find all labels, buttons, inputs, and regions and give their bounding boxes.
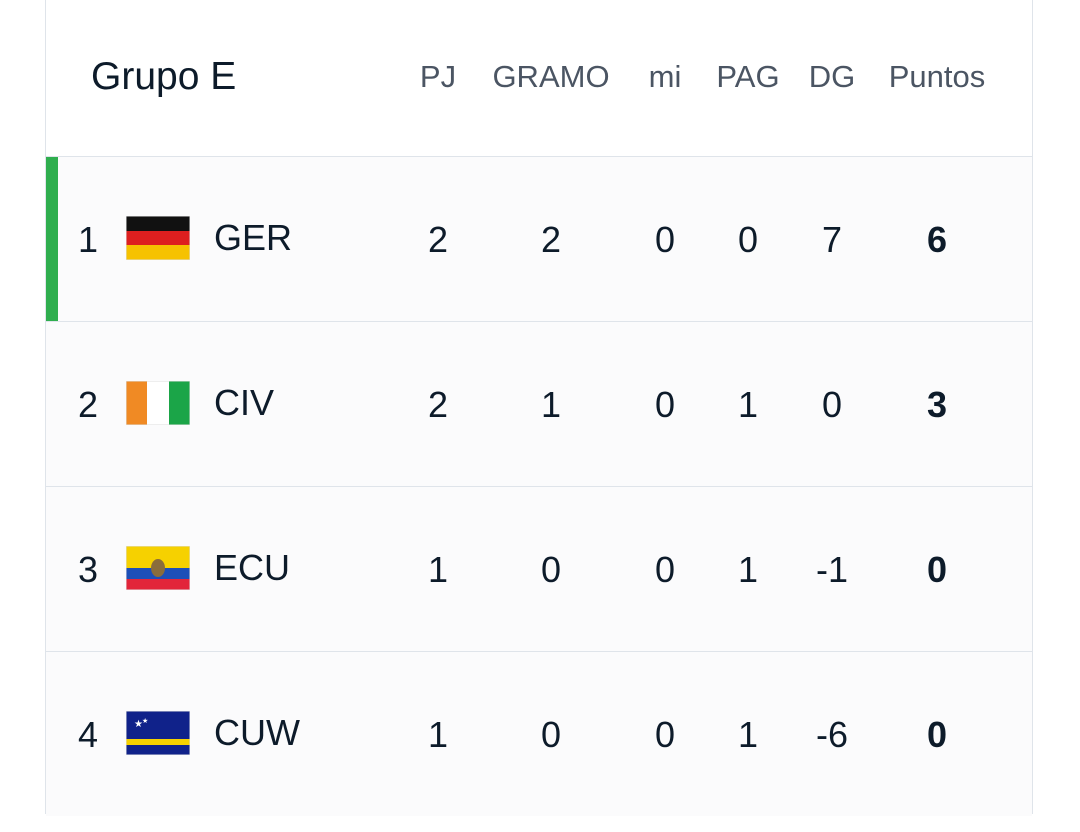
stat-cell: -1 — [815, 549, 849, 590]
team-code: CUW — [214, 712, 300, 753]
stat-cell: 1 — [737, 384, 759, 425]
table-row: 1 GER 2 2 0 0 7 6 — [46, 156, 1032, 321]
column-header: GRAMO — [492, 59, 610, 94]
stat-cell: 0 — [540, 549, 562, 590]
rank: 3 — [78, 549, 99, 590]
team-flag — [126, 546, 190, 590]
stat-cell: 1 — [737, 714, 759, 755]
stat-cell: 0 — [654, 549, 676, 590]
team-code: ECU — [214, 547, 291, 588]
stat-cell: 0 — [821, 384, 843, 425]
stat-cell: 1 — [427, 714, 449, 755]
rank: 2 — [78, 384, 99, 425]
points: 6 — [926, 219, 948, 260]
stat-cell: 2 — [427, 384, 449, 425]
column-header: PAG — [716, 59, 780, 94]
stat-cell: 1 — [540, 384, 562, 425]
table-row: 2 CIV 2 1 0 1 0 3 — [46, 321, 1032, 486]
points: 3 — [926, 384, 948, 425]
stat-cell: 1 — [427, 549, 449, 590]
team-flag: ★ ★ — [126, 711, 190, 755]
stat-cell: -6 — [815, 714, 849, 755]
stat-cell: 1 — [737, 549, 759, 590]
column-header: PJ — [419, 59, 457, 94]
points: 0 — [926, 714, 948, 755]
rank: 1 — [78, 219, 99, 260]
stat-cell: 0 — [654, 714, 676, 755]
team-flag — [126, 381, 190, 425]
stat-cell: 0 — [737, 219, 759, 260]
standings-card: Grupo E PJ GRAMO mi PAG DG Puntos 1 GER 2 2 0 0 7 6 2 C… — [45, 0, 1033, 816]
stat-cell: 0 — [540, 714, 562, 755]
points: 0 — [926, 549, 948, 590]
stat-cell: 7 — [821, 219, 843, 260]
stat-cell: 0 — [654, 384, 676, 425]
table-row: 3 ECU 1 0 0 1 -1 0 — [46, 486, 1032, 651]
svg-text:★: ★ — [134, 719, 143, 730]
column-header: Puntos — [888, 59, 986, 94]
group-title: Grupo E — [91, 55, 237, 98]
svg-text:★: ★ — [142, 717, 148, 725]
team-code: GER — [214, 217, 293, 258]
rank: 4 — [78, 714, 99, 755]
team-flag — [126, 216, 190, 260]
stat-cell: 2 — [427, 219, 449, 260]
column-header: mi — [648, 59, 682, 94]
table-row: 4 ★ ★ CUW 1 0 0 1 -6 0 — [46, 651, 1032, 816]
team-code: CIV — [214, 382, 275, 423]
stat-cell: 2 — [540, 219, 562, 260]
column-header: DG — [808, 59, 856, 94]
stat-cell: 0 — [654, 219, 676, 260]
qualification-indicator — [46, 157, 58, 321]
